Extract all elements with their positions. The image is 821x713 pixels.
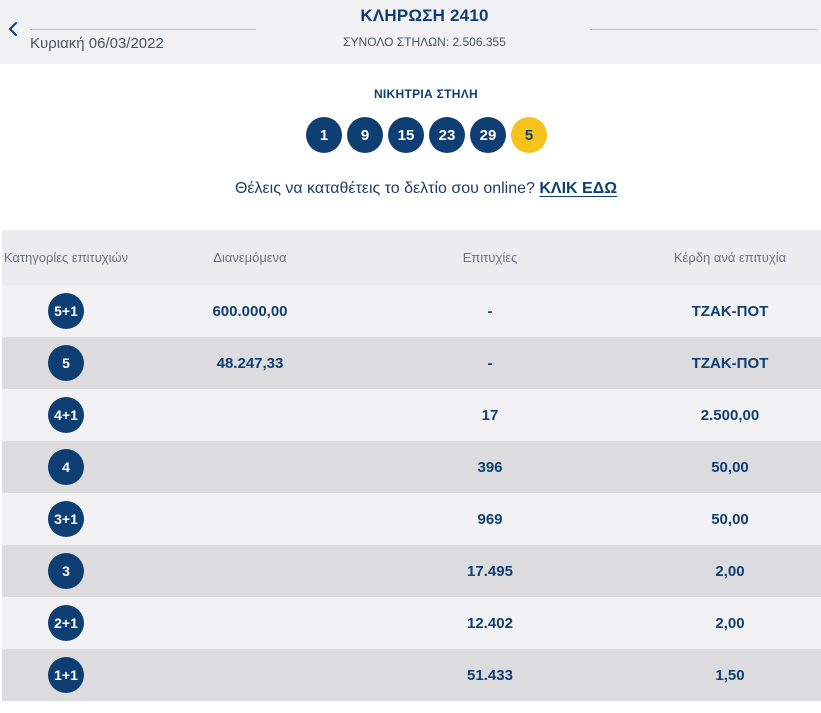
winners-value: -	[487, 354, 493, 372]
prize-value: 2,00	[715, 562, 745, 580]
header-divider-left	[30, 29, 256, 30]
joker-ball: 5	[511, 117, 547, 153]
table-row: 2+1 12.402 2,00	[2, 597, 821, 649]
distributed-value	[130, 493, 370, 545]
table-row: 1+1 51.433 1,50	[2, 649, 821, 701]
distributed-value: 600.000,00	[212, 302, 288, 320]
table-row: 4+1 17 2.500,00	[2, 389, 821, 441]
category-badge: 4	[48, 449, 84, 485]
prize-value: ΤΖΑΚ-ΠΟΤ	[691, 354, 769, 372]
table-row: 5 48.247,33 - ΤΖΑΚ-ΠΟΤ	[2, 337, 821, 389]
table-row: 4 396 50,00	[2, 441, 821, 493]
number-ball: 15	[388, 117, 424, 153]
category-badge: 2+1	[48, 605, 84, 641]
click-here-link[interactable]: ΚΛΙΚ ΕΔΩ	[539, 180, 618, 197]
category-badge: 3+1	[48, 501, 84, 537]
chevron-left-icon[interactable]	[6, 20, 20, 38]
winners-value: 51.433	[467, 666, 513, 684]
category-badge: 1+1	[48, 657, 84, 693]
total-columns: ΣΥΝΟΛΟ ΣΤΗΛΩΝ: 2.506.355	[343, 35, 506, 49]
prize-value: 50,00	[711, 510, 749, 528]
category-badge: 5+1	[48, 293, 84, 329]
winners-value: 396	[477, 458, 503, 476]
winners-value: 17	[481, 406, 499, 424]
draw-title: ΚΛΗΡΩΣΗ 2410	[360, 6, 489, 25]
draw-date: Κυριακή 06/03/2022	[30, 35, 164, 52]
online-prompt-text: Θέλεις να καταθέτεις το δελτίο σου onlin…	[234, 180, 535, 197]
header-winners: Επιτυχίες	[462, 249, 518, 265]
header-category: Κατηγορίες επιτυχιών	[3, 249, 129, 265]
distributed-value	[130, 389, 370, 441]
winners-value: 12.402	[467, 614, 513, 632]
distributed-value	[130, 441, 370, 493]
distributed-value: 48.247,33	[216, 354, 284, 372]
prize-value: 1,50	[715, 666, 745, 684]
winners-value: -	[487, 302, 493, 320]
prize-value: 2,00	[715, 614, 745, 632]
winners-value: 969	[477, 510, 503, 528]
distributed-value	[130, 545, 370, 597]
prize-value: 2.500,00	[700, 406, 760, 424]
table-row: 3+1 969 50,00	[2, 493, 821, 545]
results-table-header: Κατηγορίες επιτυχιών Διανεμόμενα Επιτυχί…	[2, 230, 821, 285]
header-prize: Κέρδη ανά επιτυχία	[673, 249, 787, 265]
category-badge: 4+1	[48, 397, 84, 433]
winning-column-label: ΝΙΚΗΤΡΙΑ ΣΤΗΛΗ	[373, 87, 479, 101]
category-badge: 3	[48, 553, 84, 589]
winning-numbers: 1 9 15 23 29 5	[306, 117, 547, 153]
online-prompt: Θέλεις να καταθέτεις το δελτίο σου onlin…	[0, 180, 821, 198]
prize-value: 50,00	[711, 458, 749, 476]
number-ball: 23	[429, 117, 465, 153]
header-distributed: Διανεμόμενα	[213, 249, 287, 265]
winners-value: 17.495	[467, 562, 513, 580]
table-row: 5+1 600.000,00 - ΤΖΑΚ-ΠΟΤ	[2, 285, 821, 337]
draw-header: Κυριακή 06/03/2022 ΚΛΗΡΩΣΗ 2410 ΣΥΝΟΛΟ Σ…	[0, 0, 821, 64]
distributed-value	[130, 597, 370, 649]
distributed-value	[130, 649, 370, 701]
header-divider-right	[590, 29, 818, 30]
number-ball: 29	[470, 117, 506, 153]
category-badge: 5	[48, 345, 84, 381]
number-ball: 1	[306, 117, 342, 153]
table-row: 3 17.495 2,00	[2, 545, 821, 597]
prize-value: ΤΖΑΚ-ΠΟΤ	[691, 302, 769, 320]
number-ball: 9	[347, 117, 383, 153]
